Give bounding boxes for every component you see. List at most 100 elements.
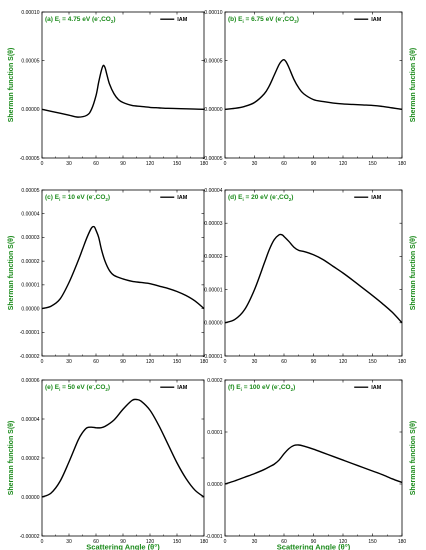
legend-label-iam: IAM [371,17,382,23]
title-part: - [281,15,283,20]
title-part: (f) E [228,384,241,391]
x-tick-label: 120 [146,359,155,365]
title-part: (e) E [45,384,60,391]
x-tick-label: 60 [93,539,99,545]
y-tick-label: 0.00002 [21,259,39,265]
title-part: ) [108,194,110,201]
x-tick-label: 60 [281,359,287,365]
panel-c: 0 30 60 90 120 150 180-0.00002-0.000010.000000… [8,188,208,365]
y-axis-label: Sherman function S(θ) [8,48,15,123]
title-part: ,CO [99,16,111,23]
title-part: ) [113,16,115,23]
title-part: - [98,15,100,20]
y-tick-label: 0.0001 [207,430,223,436]
y-tick-label: 0.00001 [21,283,39,289]
x-tick-label: 0 [224,539,227,545]
title-part: ,CO [94,384,106,391]
y-tick-label: 0.00010 [204,10,222,16]
y-tick-label: 0.00006 [21,378,39,384]
x-tick-label: 120 [146,539,155,545]
panel-title: (c) Ei = 10 eV (e-,CO2) [45,193,110,203]
legend-label-iam: IAM [177,195,188,201]
x-tick-label: 60 [93,161,99,167]
x-tick-label: 120 [339,161,348,167]
title-part: 2 [105,197,108,202]
series-line-iam [224,233,403,324]
title-part: (a) E [45,16,60,23]
title-part: (c) E [45,194,60,201]
x-tick-label: 30 [66,161,72,167]
panel-a: 0 30 60 90 120 150 180 -0.00005 0.00000 0.00005 0.… [8,10,208,167]
x-tick-label: 60 [281,539,287,545]
title-part: - [92,383,94,388]
title-part: ) [108,384,110,391]
title-part: i [242,197,243,202]
title-part: i [59,197,60,202]
plot-frame [224,189,403,357]
legend-label-iam: IAM [177,17,188,23]
plot-frame [224,11,403,159]
y-tick-label: -0.00001 [203,354,223,360]
title-part: i [59,387,60,392]
title-part: - [278,383,280,388]
y-tick-label: 0.00000 [204,107,222,113]
y-axis-label: Sherman function S(θ) [410,48,417,123]
panel-title: (b) Ei = 6.75 eV (e-,CO2) [228,15,299,25]
panel-e: 0 30 60 90 120 150 180 -0.00002 0.00000 0.00002 0.… [8,378,208,550]
panel-b: 0 30 60 90 120 150 180-0.000050.000000.000050.… [203,10,417,167]
x-axis-label: Scattering Angle (θ°) [86,543,160,550]
panel-title: (a) Ei = 4.75 eV (e-,CO2) [45,15,116,25]
title-part: - [92,193,94,198]
panel-title: (d) Ei = 20 eV (e-,CO2) [228,193,293,203]
y-tick-label: -0.00002 [20,354,40,360]
title-part: ) [291,194,293,201]
title-part: = 100 eV (e [242,384,278,391]
series-line-iam [224,58,403,111]
x-tick-label: 30 [252,359,258,365]
series-line-iam [41,225,205,310]
panel-d: 0 30 60 90 120 150 180-0.000010.000000.000010.… [203,188,417,365]
x-tick-label: 0 [224,359,227,365]
title-part: ,CO [279,384,291,391]
x-axis-label: Scattering Angle (θ°) [277,543,351,550]
plot-frame [41,11,205,159]
x-tick-label: 180 [200,359,209,365]
x-tick-label: 30 [66,539,72,545]
x-tick-label: 90 [120,359,126,365]
x-tick-label: 90 [120,161,126,167]
title-part: ) [293,384,295,391]
y-axis-label: Sherman function S(θ) [8,236,15,311]
x-tick-label: 90 [311,359,317,365]
title-part: (b) E [228,16,243,23]
y-tick-label: 0.00004 [204,188,222,194]
title-part: = 50 eV (e [60,384,92,391]
x-tick-label: 0 [41,539,44,545]
y-tick-label: 0.00001 [204,287,222,293]
y-tick-label: 0.00003 [21,235,39,241]
x-tick-label: 180 [200,161,209,167]
title-part: ,CO [277,194,289,201]
x-tick-label: 90 [120,539,126,545]
x-tick-label: 120 [339,539,348,545]
x-tick-label: 60 [281,161,287,167]
x-tick-label: 0 [41,161,44,167]
y-tick-label: 0.00000 [204,321,222,327]
title-part: i [59,19,60,24]
title-part: 2 [105,387,108,392]
title-part: = 20 eV (e [244,194,276,201]
x-tick-label: 90 [311,539,317,545]
title-part: ,CO [283,16,295,23]
y-tick-label: 0.0000 [207,482,223,488]
y-tick-label: -0.00005 [20,156,40,162]
y-tick-label: 0.00005 [204,58,222,64]
y-tick-label: 0.00002 [21,456,39,462]
x-tick-label: 30 [66,359,72,365]
y-tick-label: -0.0001 [206,534,223,540]
x-tick-label: 120 [339,359,348,365]
x-tick-label: 120 [146,161,155,167]
x-tick-label: 150 [173,161,182,167]
y-tick-label: 0.00000 [21,495,39,501]
title-part: i [242,19,243,24]
x-tick-label: 150 [368,539,377,545]
